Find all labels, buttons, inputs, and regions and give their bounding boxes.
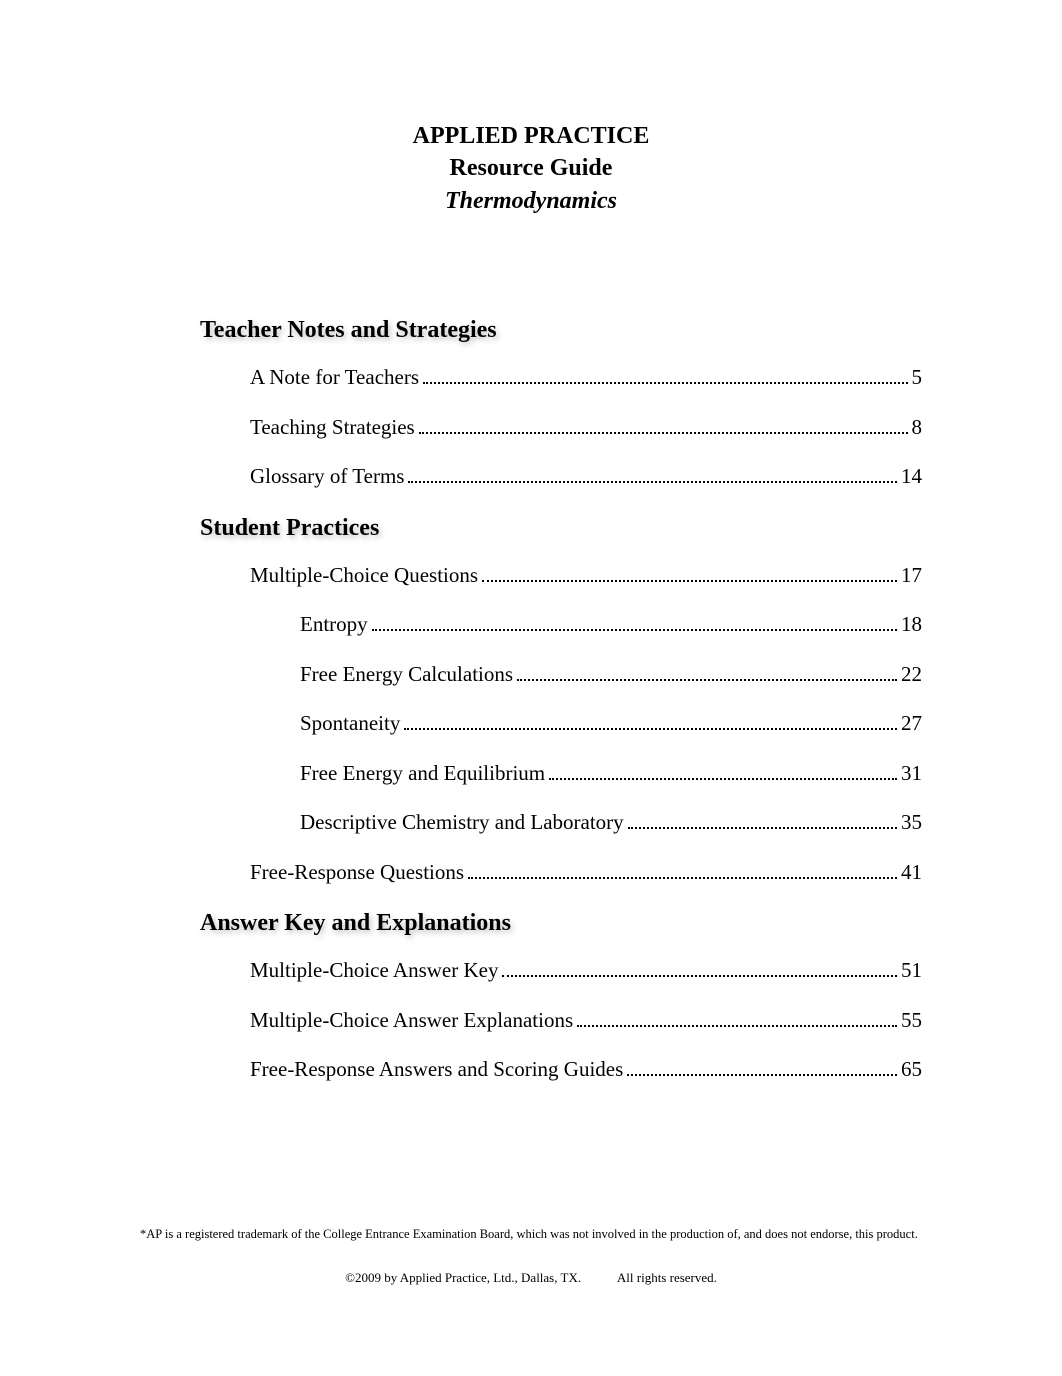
toc-entry-label: Entropy	[300, 609, 368, 641]
toc-leader-dots	[419, 432, 908, 434]
toc-entry: Multiple-Choice Answer Key 51	[200, 955, 922, 987]
toc-entry: Glossary of Terms 14	[200, 461, 922, 493]
toc-entry-page: 35	[901, 807, 922, 839]
toc-leader-dots	[468, 877, 897, 879]
toc-entry-label: Free-Response Questions	[250, 857, 464, 889]
toc-section: Student Practices Multiple-Choice Questio…	[200, 515, 922, 889]
copyright-left: ©2009 by Applied Practice, Ltd., Dallas,…	[345, 1270, 581, 1285]
section-heading: Answer Key and Explanations	[200, 910, 922, 937]
toc-entry-page: 41	[901, 857, 922, 889]
toc-entry-label: Teaching Strategies	[250, 412, 415, 444]
toc-entry: Spontaneity 27	[200, 708, 922, 740]
title-line-1: APPLIED PRACTICE	[140, 120, 922, 152]
toc-entry-page: 17	[901, 560, 922, 592]
toc-entry-page: 55	[901, 1005, 922, 1037]
toc-entry-label: Multiple-Choice Questions	[250, 560, 478, 592]
table-of-contents: Teacher Notes and Strategies A Note for T…	[200, 317, 922, 1086]
toc-leader-dots	[408, 481, 897, 483]
copyright-footer: ©2009 by Applied Practice, Ltd., Dallas,…	[0, 1270, 1062, 1286]
toc-entry-page: 51	[901, 955, 922, 987]
toc-entry-label: Free Energy Calculations	[300, 659, 513, 691]
toc-leader-dots	[404, 728, 897, 730]
toc-entry-label: Glossary of Terms	[250, 461, 404, 493]
toc-entry: Free-Response Questions 41	[200, 857, 922, 889]
toc-section: Teacher Notes and Strategies A Note for T…	[200, 317, 922, 493]
title-line-3: Thermodynamics	[140, 185, 922, 217]
disclaimer-text: *AP is a registered trademark of the Col…	[140, 1226, 922, 1242]
toc-entry-page: 18	[901, 609, 922, 641]
toc-leader-dots	[549, 778, 897, 780]
section-heading: Teacher Notes and Strategies	[200, 317, 922, 344]
toc-leader-dots	[628, 827, 897, 829]
toc-entry-page: 65	[901, 1054, 922, 1086]
toc-entry-page: 5	[912, 362, 923, 394]
toc-entry-label: Multiple-Choice Answer Key	[250, 955, 498, 987]
toc-leader-dots	[502, 975, 897, 977]
toc-entry-label: Multiple-Choice Answer Explanations	[250, 1005, 573, 1037]
toc-leader-dots	[482, 580, 897, 582]
toc-entry: Teaching Strategies 8	[200, 412, 922, 444]
toc-leader-dots	[577, 1025, 897, 1027]
title-line-2: Resource Guide	[140, 152, 922, 184]
toc-entry-label: A Note for Teachers	[250, 362, 419, 394]
toc-entry-page: 31	[901, 758, 922, 790]
toc-entry-label: Free Energy and Equilibrium	[300, 758, 545, 790]
toc-entry: Multiple-Choice Answer Explanations 55	[200, 1005, 922, 1037]
toc-entry: A Note for Teachers 5	[200, 362, 922, 394]
toc-entry: Entropy 18	[200, 609, 922, 641]
toc-entry-page: 8	[912, 412, 923, 444]
toc-entry-label: Spontaneity	[300, 708, 400, 740]
toc-entry-page: 27	[901, 708, 922, 740]
toc-leader-dots	[627, 1074, 897, 1076]
section-heading: Student Practices	[200, 515, 922, 542]
toc-entry-label: Descriptive Chemistry and Laboratory	[300, 807, 624, 839]
toc-leader-dots	[372, 629, 897, 631]
toc-entry: Multiple-Choice Questions 17	[200, 560, 922, 592]
toc-entry: Free-Response Answers and Scoring Guides…	[200, 1054, 922, 1086]
toc-section: Answer Key and Explanations Multiple-Choi…	[200, 910, 922, 1086]
toc-entry-page: 14	[901, 461, 922, 493]
toc-leader-dots	[517, 679, 897, 681]
toc-entry: Free Energy Calculations 22	[200, 659, 922, 691]
toc-entry: Descriptive Chemistry and Laboratory 35	[200, 807, 922, 839]
toc-entry-page: 22	[901, 659, 922, 691]
toc-leader-dots	[423, 382, 908, 384]
toc-entry: Free Energy and Equilibrium 31	[200, 758, 922, 790]
toc-entry-label: Free-Response Answers and Scoring Guides	[250, 1054, 623, 1086]
title-block: APPLIED PRACTICE Resource Guide Thermody…	[140, 120, 922, 217]
copyright-right: All rights reserved.	[617, 1270, 717, 1285]
